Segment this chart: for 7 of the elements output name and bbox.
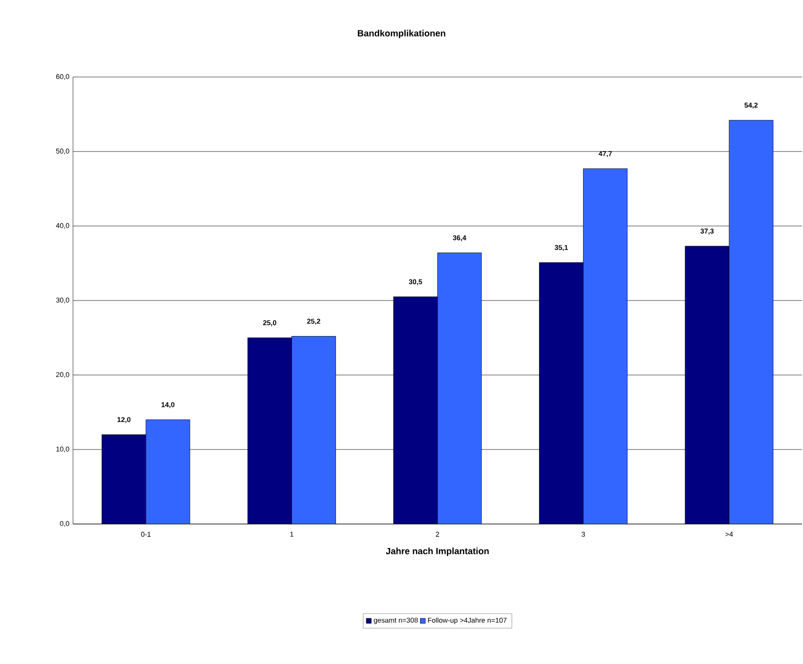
- x-axis-title: Jahre nach Implantation: [386, 548, 489, 556]
- bar: [248, 338, 292, 524]
- bar: [684, 246, 730, 524]
- bar: [539, 262, 584, 524]
- chart-title: Bandkomplikationen: [358, 30, 446, 38]
- bar: [102, 434, 146, 524]
- bar: [393, 296, 438, 524]
